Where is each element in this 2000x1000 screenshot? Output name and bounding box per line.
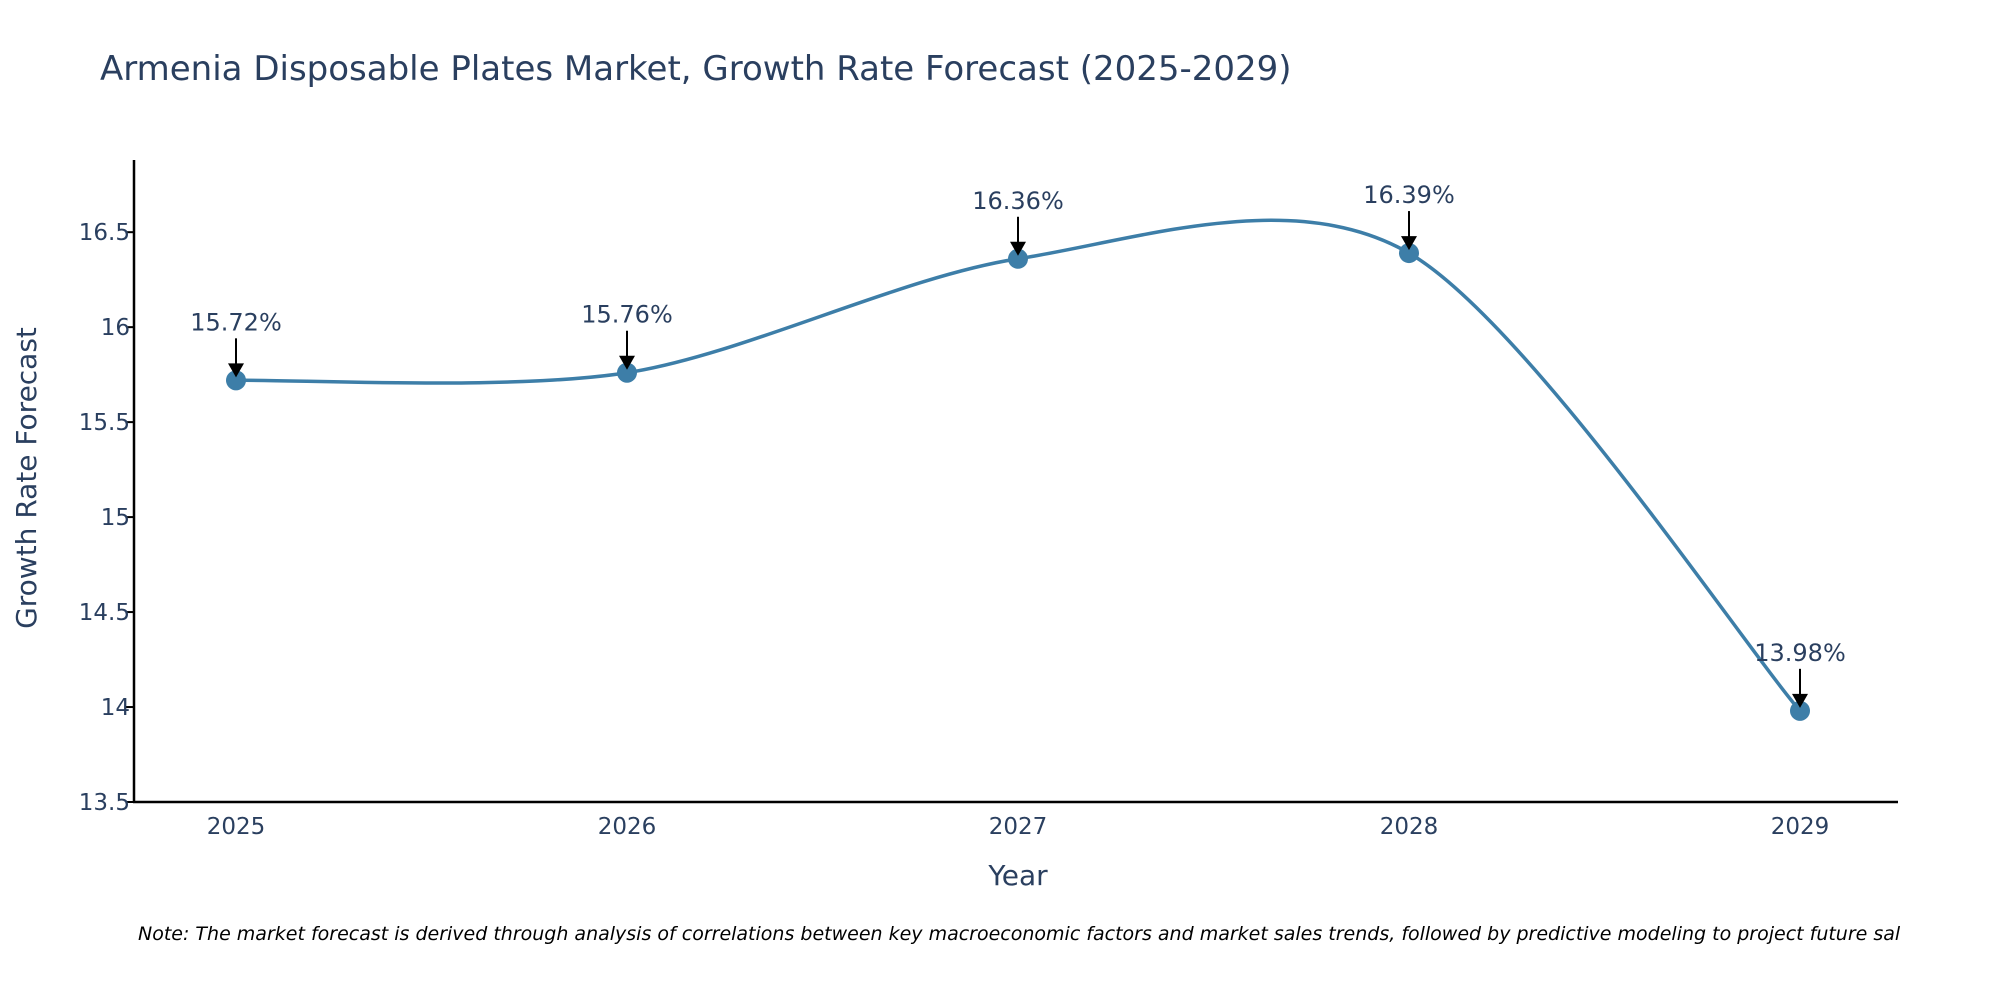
data-point: [1399, 243, 1419, 264]
data-label: 15.76%: [581, 301, 673, 329]
data-point: [1790, 700, 1810, 721]
y-tick-label: 16: [101, 315, 130, 341]
footnote: Note: The market forecast is derived thr…: [138, 923, 1901, 945]
x-tick-label: 2029: [1771, 814, 1830, 840]
y-axis: 13.5 14 14.5 15 15.5 16 16.5: [79, 160, 136, 816]
data-point: [617, 362, 637, 383]
y-tick-label: 16.5: [79, 220, 130, 246]
x-axis-title: Year: [987, 859, 1048, 892]
annotation-arrow-head: [228, 363, 244, 378]
data-label: 16.36%: [972, 187, 1064, 215]
annotation-arrow-head: [619, 355, 635, 370]
annotation-arrow-head: [1792, 693, 1808, 708]
data-point: [226, 370, 246, 391]
x-axis: 2025 2026 2027 2028 2029: [133, 800, 1898, 840]
data-annotations: 15.72% 15.76% 16.36% 16.39% 13.98%: [190, 181, 1846, 708]
x-tick-label: 2027: [989, 814, 1048, 840]
y-tick-label: 14: [101, 695, 130, 721]
x-tick-label: 2025: [207, 814, 266, 840]
x-tick-label: 2028: [1380, 814, 1439, 840]
x-tick-label: 2026: [598, 814, 657, 840]
y-axis-title: Growth Rate Forecast: [10, 327, 43, 629]
series-line-growth-rate: [235, 218, 1802, 712]
y-tick-label: 13.5: [79, 790, 130, 816]
data-label: 13.98%: [1754, 639, 1846, 667]
y-tick-label: 15.5: [79, 410, 130, 436]
annotation-arrow-head: [1401, 236, 1417, 251]
y-tick-label: 15: [101, 505, 130, 531]
data-label: 15.72%: [190, 308, 282, 336]
y-tick-label: 14.5: [79, 600, 130, 626]
chart-title: Armenia Disposable Plates Market, Growth…: [100, 49, 1292, 89]
data-point: [1008, 248, 1028, 269]
data-label: 16.39%: [1363, 181, 1455, 209]
annotation-arrow-head: [1010, 241, 1026, 256]
data-markers: [226, 243, 1810, 721]
